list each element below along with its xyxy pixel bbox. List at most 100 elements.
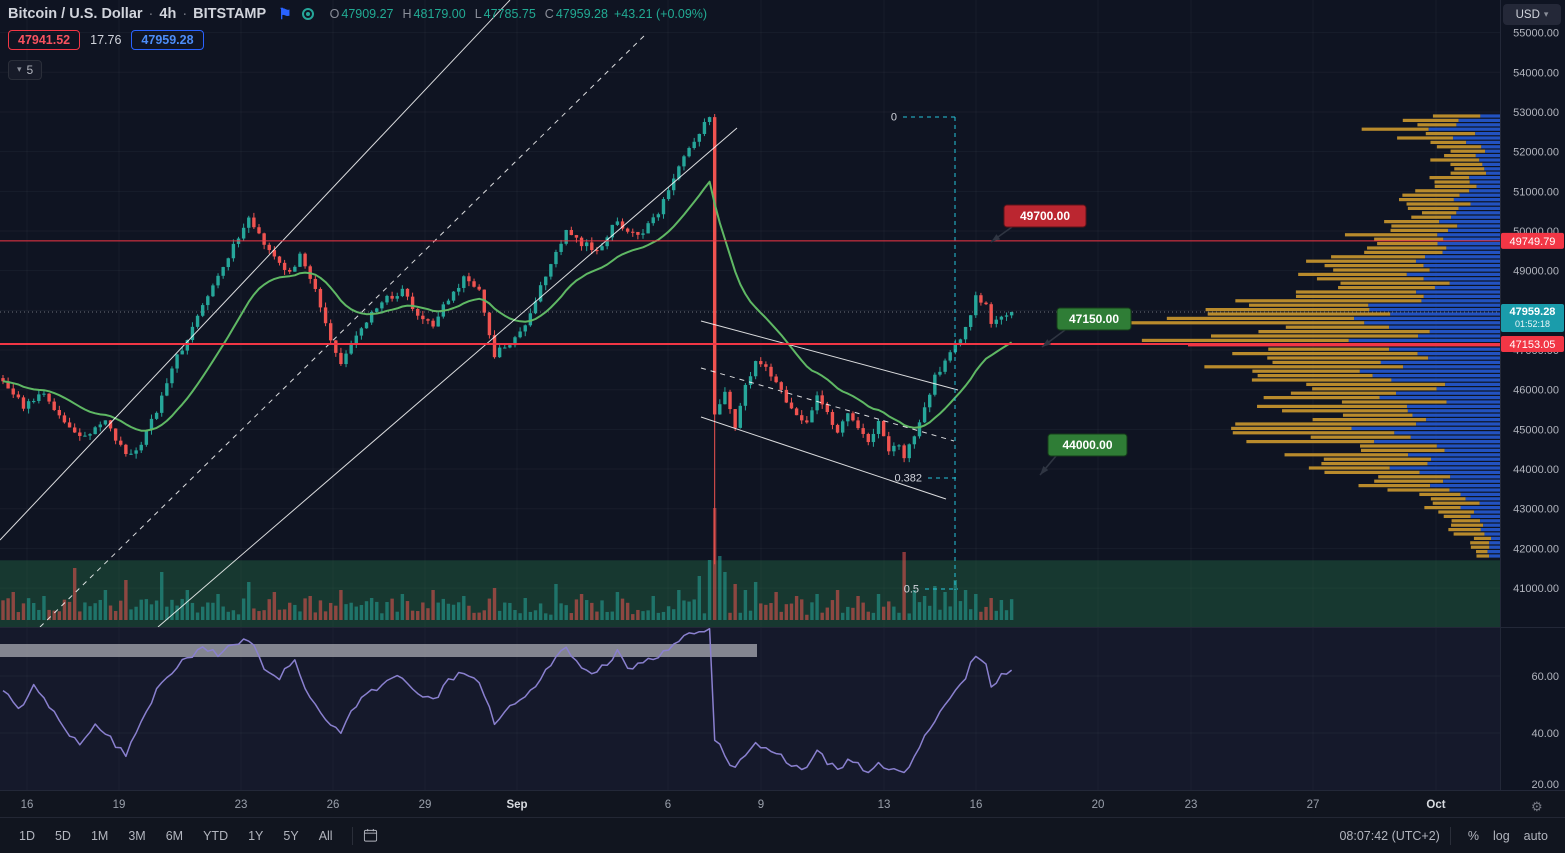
- indicators-row: ▾ 5: [8, 59, 707, 80]
- svg-text:49700.00: 49700.00: [1020, 209, 1070, 223]
- price-axis-label: 49000.00: [1513, 266, 1559, 278]
- spread-value: 17.76: [90, 33, 122, 47]
- separator: ·: [148, 6, 154, 22]
- toolbar-divider: [351, 826, 353, 845]
- range-button-1y[interactable]: 1Y: [239, 825, 272, 847]
- price-axis-label: 53000.00: [1513, 107, 1559, 119]
- time-axis-label: Sep: [506, 799, 527, 811]
- time-axis-label: 6: [665, 799, 671, 811]
- current-price-tag: [1501, 303, 1564, 332]
- rsi-axis-label: 20.00: [1531, 779, 1559, 791]
- range-button-6m[interactable]: 6M: [157, 825, 192, 847]
- flag-icon[interactable]: ⚑: [278, 5, 292, 23]
- time-axis-label: 9: [758, 799, 764, 811]
- svg-text:0.382: 0.382: [894, 473, 922, 485]
- range-button-5y[interactable]: 5Y: [274, 825, 307, 847]
- chevron-down-icon: ▾: [1543, 9, 1549, 19]
- low-value: 47785.75: [483, 7, 536, 21]
- svg-text:0: 0: [891, 112, 897, 124]
- currency-label: USD: [1515, 8, 1540, 21]
- rsi-resistance-bar: [0, 644, 757, 657]
- svg-text:0.5: 0.5: [904, 584, 919, 596]
- time-axis-label: 20: [1092, 799, 1105, 811]
- chart-header: Bitcoin / U.S. Dollar · 4h · BITSTAMP ⚑ …: [8, 6, 707, 80]
- price-axis-label: 42000.00: [1513, 543, 1559, 555]
- candles-layer: [1, 113, 1014, 565]
- close-value: 47959.28: [555, 7, 608, 21]
- interval-label[interactable]: 4h: [159, 6, 177, 22]
- price-callouts-layer: 49700.00 47150.00 44000.00: [990, 204, 1132, 476]
- high-value: 48179.00: [413, 7, 466, 21]
- log-scale-button[interactable]: log: [1486, 825, 1517, 847]
- range-button-3m[interactable]: 3M: [119, 825, 154, 847]
- range-button-all[interactable]: All: [310, 825, 342, 847]
- price-axis-label: 43000.00: [1513, 504, 1559, 516]
- gear-icon[interactable]: ⚙: [1531, 799, 1543, 814]
- rsi-axis-label: 60.00: [1531, 671, 1559, 683]
- range-button-1m[interactable]: 1M: [82, 825, 117, 847]
- currency-selector-button[interactable]: USD ▾: [1503, 4, 1561, 25]
- volume-layer: [1, 508, 1014, 620]
- price-axis-label: 41000.00: [1513, 583, 1559, 595]
- time-axis-label: 23: [1185, 799, 1198, 811]
- bid-ask-row: 47941.52 17.76 47959.28: [8, 30, 707, 50]
- bottom-toolbar: 1D 5D 1M 3M 6M YTD 1Y 5Y All 08:07:42 (UTC+2) % …: [0, 817, 1565, 853]
- low-label: L: [474, 7, 482, 21]
- indicators-collapse-button[interactable]: ▾ 5: [8, 59, 43, 80]
- price-axis-label: 44000.00: [1513, 464, 1559, 476]
- go-to-date-icon[interactable]: [363, 828, 378, 843]
- close-label: C: [544, 7, 554, 21]
- price-axis-label: 55000.00: [1513, 28, 1559, 40]
- date-range-buttons: 1D 5D 1M 3M 6M YTD 1Y 5Y All: [10, 825, 342, 847]
- price-level-tag: [1501, 335, 1564, 352]
- percent-scale-button[interactable]: %: [1461, 825, 1486, 847]
- time-axis-label: 23: [235, 799, 248, 811]
- time-axis-label: 27: [1307, 799, 1320, 811]
- fib-retracement: 0 0.382 0.5: [891, 112, 958, 596]
- ma-line: [2, 180, 1013, 432]
- time-axis-label: Oct: [1426, 799, 1445, 811]
- time-axis-label: 16: [970, 799, 983, 811]
- clock-label[interactable]: 08:07:42 (UTC+2): [1339, 828, 1440, 843]
- svg-text:01:52:18: 01:52:18: [1515, 319, 1550, 329]
- price-axis-label: 45000.00: [1513, 424, 1559, 436]
- bid-price[interactable]: 47941.52: [8, 30, 81, 50]
- price-axis-label: 46000.00: [1513, 385, 1559, 397]
- svg-text:47959.28: 47959.28: [1510, 306, 1556, 318]
- price-level-tag: [1501, 232, 1564, 249]
- exchange-label: BITSTAMP: [193, 6, 267, 22]
- price-axis-label: 51000.00: [1513, 186, 1559, 198]
- price-levels-layer: [0, 240, 1500, 345]
- rsi-pane: [0, 627, 1500, 790]
- chevron-down-icon: ▾: [17, 64, 22, 74]
- auto-scale-button[interactable]: auto: [1517, 825, 1555, 847]
- price-axis-label: 54000.00: [1513, 67, 1559, 79]
- time-axis-label: 29: [419, 799, 432, 811]
- time-axis-label: 16: [21, 799, 34, 811]
- range-button-5d[interactable]: 5D: [46, 825, 80, 847]
- rsi-axis-label: 40.00: [1531, 728, 1559, 740]
- symbol-title[interactable]: Bitcoin / U.S. Dollar: [8, 6, 143, 22]
- grid-layer: [0, 0, 1500, 790]
- symbol-row: Bitcoin / U.S. Dollar · 4h · BITSTAMP ⚑ …: [8, 6, 707, 22]
- trendlines-layer: [0, 0, 959, 628]
- change-label: +43.21 (+0.09%): [613, 7, 708, 21]
- svg-text:44000.00: 44000.00: [1062, 438, 1112, 452]
- separator: ·: [182, 6, 188, 22]
- ohlc-values: O 47909.27 H 48179.00 L 47785.75 C 47959.28: [330, 7, 608, 21]
- toolbar-divider: [1449, 826, 1451, 845]
- price-axis-label: 52000.00: [1513, 147, 1559, 159]
- indicator-count: 5: [26, 62, 34, 77]
- svg-text:47150.00: 47150.00: [1069, 312, 1119, 326]
- time-axis-label: 26: [327, 799, 340, 811]
- ask-price[interactable]: 47959.28: [131, 30, 204, 50]
- time-axis-label: 13: [878, 799, 891, 811]
- svg-text:47153.05: 47153.05: [1510, 339, 1556, 351]
- range-button-1d[interactable]: 1D: [10, 825, 44, 847]
- time-axis-label: 19: [113, 799, 126, 811]
- svg-text:49749.79: 49749.79: [1510, 236, 1556, 248]
- range-button-ytd[interactable]: YTD: [194, 825, 237, 847]
- axes-layer[interactable]: 41000.00 42000.00 43000.00 44000.00 45000.00…: [0, 0, 1565, 817]
